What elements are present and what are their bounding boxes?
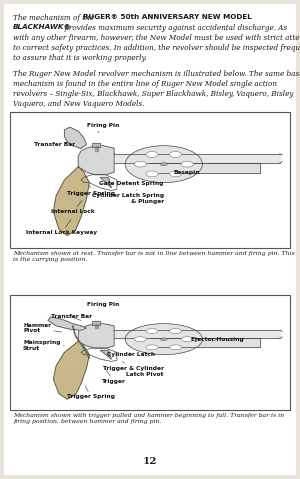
Circle shape bbox=[181, 337, 193, 342]
Polygon shape bbox=[53, 167, 89, 236]
Text: mechanism is found in the entire line of Ruger New Model single action: mechanism is found in the entire line of… bbox=[13, 80, 277, 88]
Polygon shape bbox=[100, 350, 111, 359]
Text: Hammer
Pivot: Hammer Pivot bbox=[23, 323, 62, 333]
Text: Gate Detent Spring: Gate Detent Spring bbox=[99, 179, 164, 186]
Text: The mechanism of the: The mechanism of the bbox=[13, 14, 96, 22]
Polygon shape bbox=[53, 342, 89, 399]
Text: Transfer Bar: Transfer Bar bbox=[34, 142, 78, 148]
Text: to assure that it is working properly.: to assure that it is working properly. bbox=[13, 54, 147, 62]
Text: RUGER® 50th ANNIVERSARY NEW MODEL: RUGER® 50th ANNIVERSARY NEW MODEL bbox=[83, 14, 252, 20]
Text: Cylinder Latch: Cylinder Latch bbox=[107, 352, 155, 357]
Circle shape bbox=[125, 324, 202, 355]
Circle shape bbox=[169, 171, 181, 177]
Bar bbox=[10, 112, 290, 248]
Text: Transfer Bar: Transfer Bar bbox=[51, 315, 92, 320]
Text: Trigger: Trigger bbox=[102, 368, 126, 384]
Text: The Ruger New Model revolver mechanism is illustrated below. The same basic: The Ruger New Model revolver mechanism i… bbox=[13, 70, 300, 78]
Polygon shape bbox=[64, 127, 86, 148]
Bar bbox=[10, 295, 290, 410]
Text: Internal Lock Keyway: Internal Lock Keyway bbox=[26, 219, 97, 235]
Circle shape bbox=[169, 151, 181, 157]
Polygon shape bbox=[100, 177, 111, 188]
Text: Mainspring
Strut: Mainspring Strut bbox=[23, 341, 64, 351]
Text: BLACKHAWK®: BLACKHAWK® bbox=[13, 24, 72, 30]
Circle shape bbox=[146, 151, 158, 157]
Circle shape bbox=[146, 171, 158, 177]
Text: Trigger Spring: Trigger Spring bbox=[67, 185, 115, 196]
Text: Internal Lock: Internal Lock bbox=[51, 201, 94, 214]
Text: to correct safety practices. In addition, the revolver should be inspected frequ: to correct safety practices. In addition… bbox=[13, 44, 300, 52]
Text: revolvers – Single-Six, Blackhawk, Super Blackhawk, Bisley, Vaquero, Bisley: revolvers – Single-Six, Blackhawk, Super… bbox=[13, 90, 293, 98]
Circle shape bbox=[134, 337, 146, 342]
Circle shape bbox=[146, 329, 158, 333]
Text: 12: 12 bbox=[143, 457, 157, 467]
Circle shape bbox=[160, 338, 167, 341]
Circle shape bbox=[169, 329, 181, 333]
Circle shape bbox=[181, 161, 193, 167]
Text: Trigger & Cylinder
Latch Pivot: Trigger & Cylinder Latch Pivot bbox=[103, 361, 164, 377]
Text: Trigger Spring: Trigger Spring bbox=[67, 386, 115, 399]
Text: Cylinder Latch Spring
& Plunger: Cylinder Latch Spring & Plunger bbox=[92, 190, 164, 204]
Text: Ejector Housing: Ejector Housing bbox=[191, 337, 244, 342]
Circle shape bbox=[134, 161, 146, 167]
Circle shape bbox=[146, 345, 158, 350]
Polygon shape bbox=[48, 317, 86, 331]
Text: Mechanism shown at rest. Transfer bar is not in line between hammer and firing p: Mechanism shown at rest. Transfer bar is… bbox=[13, 251, 295, 262]
Polygon shape bbox=[78, 324, 114, 348]
Text: provides maximum security against accidental discharge. As: provides maximum security against accide… bbox=[62, 24, 287, 32]
Polygon shape bbox=[78, 146, 114, 175]
Text: Basepin: Basepin bbox=[173, 167, 200, 174]
Circle shape bbox=[169, 345, 181, 350]
Text: Firing Pin: Firing Pin bbox=[87, 302, 119, 310]
Text: Firing Pin: Firing Pin bbox=[87, 124, 119, 133]
Circle shape bbox=[125, 146, 202, 182]
Text: Vaquero, and New Vaquero Models.: Vaquero, and New Vaquero Models. bbox=[13, 100, 145, 108]
Circle shape bbox=[160, 162, 167, 166]
Text: Mechanism shown with trigger pulled and hammer beginning to fall. Transfer bar i: Mechanism shown with trigger pulled and … bbox=[13, 413, 284, 424]
Text: with any other firearm, however, the New Model must be used with strict attentio: with any other firearm, however, the New… bbox=[13, 34, 300, 42]
